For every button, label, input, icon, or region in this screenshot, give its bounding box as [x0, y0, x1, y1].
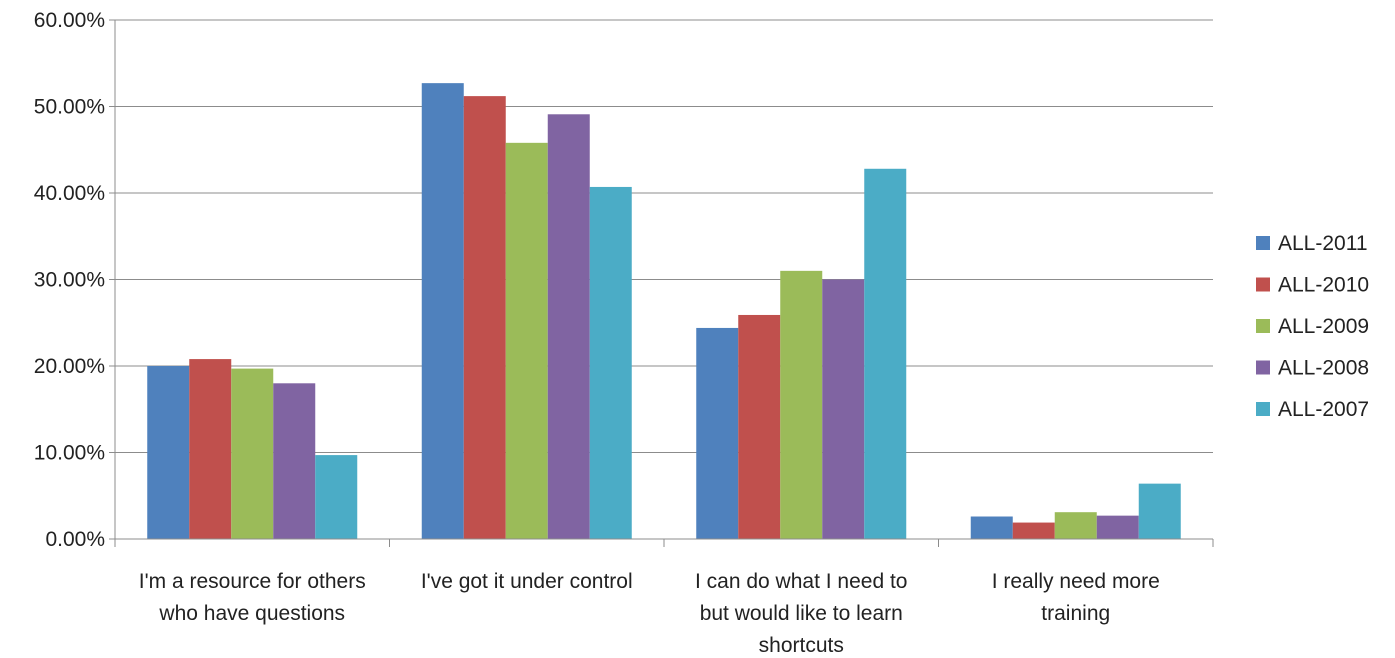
x-category-label: I can do what I need to [695, 570, 907, 593]
x-category-label: shortcuts [759, 634, 844, 657]
x-category-label: I'm a resource for others [139, 570, 366, 593]
legend-swatch [1256, 319, 1270, 333]
bars [147, 83, 1181, 540]
bar-all-2011-3 [696, 327, 739, 539]
gridlines [115, 19, 1213, 453]
y-tick-label: 20.00% [34, 355, 105, 378]
y-tick-label: 40.00% [34, 182, 105, 205]
bar-all-2011-2 [421, 83, 464, 540]
bar-all-2007-3 [864, 168, 907, 539]
legend-label: ALL-2011 [1278, 232, 1368, 255]
x-category-label: I really need more [992, 570, 1160, 593]
bar-all-2009-4 [1054, 512, 1097, 539]
legend: ALL-2011 ALL-2010 ALL-2009 ALL-2008 ALL-2007 [1256, 232, 1369, 421]
axes [109, 19, 1214, 547]
y-tick-label: 60.00% [34, 9, 105, 32]
bar-all-2009-3 [780, 270, 823, 539]
legend-label: ALL-2007 [1278, 398, 1369, 421]
bar-all-2008-2 [547, 114, 590, 539]
legend-swatch [1256, 360, 1270, 375]
x-category-label: but would like to learn [700, 602, 903, 625]
y-tick-label: 10.00% [34, 442, 105, 465]
bar-all-2011-4 [970, 516, 1013, 539]
legend-swatch [1256, 402, 1270, 416]
legend-label: ALL-2008 [1278, 357, 1369, 380]
bar-all-2010-2 [463, 96, 506, 540]
x-category-label: I've got it under control [421, 570, 633, 593]
x-category-label: training [1041, 602, 1110, 625]
y-tick-label: 50.00% [34, 96, 105, 119]
bar-all-2009-2 [505, 142, 548, 539]
legend-label: ALL-2010 [1278, 274, 1369, 297]
bar-all-2007-1 [315, 455, 358, 539]
y-axis-tick-labels: 0.00% 10.00% 20.00% 30.00% 40.00% 50.00% 60.00… [34, 9, 105, 551]
bar-all-2007-4 [1138, 483, 1181, 539]
legend-label: ALL-2009 [1278, 315, 1369, 338]
bar-all-2008-4 [1096, 515, 1139, 539]
legend-swatch [1256, 236, 1270, 250]
bar-all-2011-1 [147, 366, 190, 539]
y-tick-label: 30.00% [34, 269, 105, 292]
bar-all-2010-4 [1012, 522, 1055, 539]
x-category-label: who have questions [158, 602, 345, 625]
bar-all-2008-3 [822, 279, 865, 539]
bar-all-2009-1 [231, 368, 274, 539]
y-tick-label: 0.00% [45, 528, 105, 551]
bar-all-2010-3 [738, 314, 781, 539]
bar-all-2007-2 [589, 186, 632, 539]
x-axis-category-labels: I'm a resource for others who have questi… [139, 570, 1160, 657]
bar-all-2010-1 [189, 359, 232, 539]
legend-swatch [1256, 277, 1270, 292]
bar-all-2008-1 [273, 383, 316, 539]
